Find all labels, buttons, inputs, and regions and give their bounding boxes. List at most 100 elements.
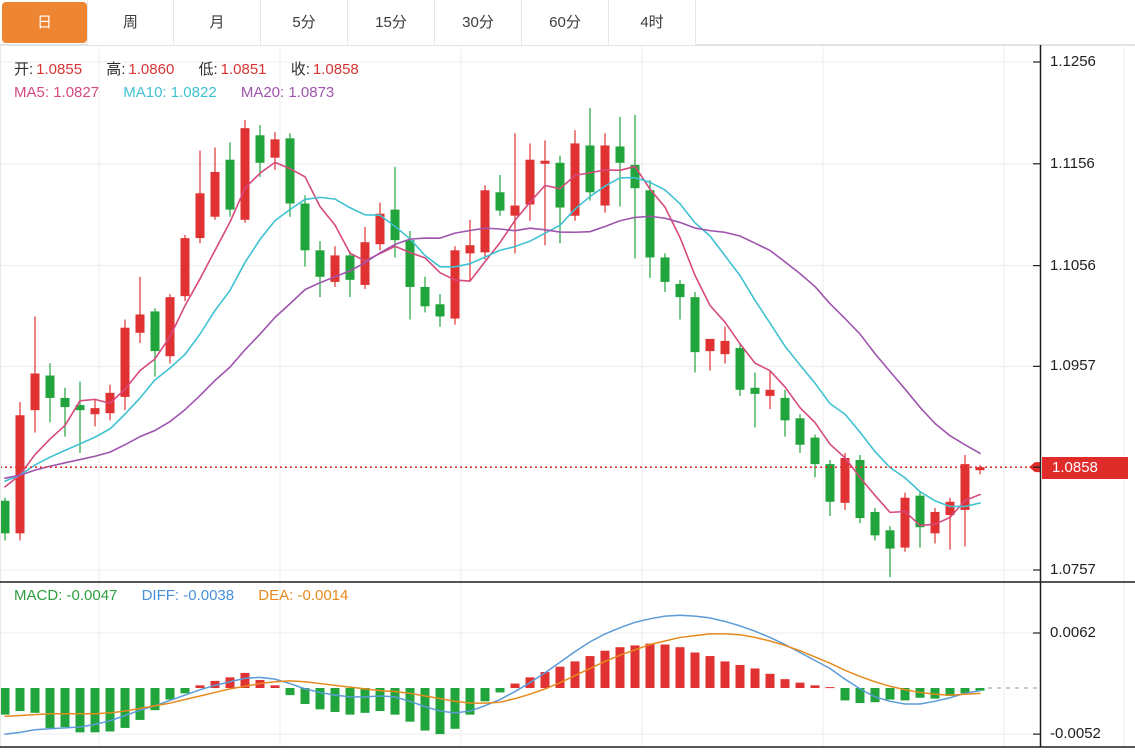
candle-body	[150, 311, 160, 352]
macd-axis-label: 0.0062	[1050, 623, 1096, 641]
macd-hist-bar	[960, 688, 970, 694]
candle-body	[435, 304, 445, 317]
ohlc-legend: 开: 1.0855 高: 1.0860 低: 1.0851 收: 1.0858	[14, 58, 379, 79]
candle-body	[570, 143, 580, 216]
macd-hist-bar	[705, 656, 715, 688]
candle-body	[525, 159, 535, 205]
macd-hist-bar	[105, 688, 115, 732]
macd-hist-bar	[75, 688, 85, 733]
candle-body	[540, 160, 550, 164]
close-readout: 收: 1.0858	[290, 61, 359, 78]
tab-day[interactable]: 日	[2, 2, 87, 43]
low-readout: 低: 1.0851	[198, 61, 267, 78]
macd-hist-bar	[555, 666, 565, 688]
candle-body	[945, 501, 955, 516]
macd-readout: MACD: -0.0047	[14, 587, 118, 604]
candle-body	[660, 257, 670, 282]
candle-body	[780, 397, 790, 421]
candle-body	[765, 389, 775, 396]
macd-hist-bar	[615, 647, 625, 688]
tab-15min[interactable]: 15分	[348, 0, 435, 45]
macd-hist-bar	[870, 688, 880, 703]
macd-hist-bar	[540, 672, 550, 688]
macd-hist-bar	[750, 668, 760, 688]
ma5-line	[4, 161, 981, 527]
candle-body	[795, 418, 805, 445]
candle-body	[315, 250, 325, 277]
candle-body	[195, 193, 205, 239]
macd-hist-bar	[45, 688, 55, 728]
macd-hist-bar	[570, 661, 580, 688]
macd-hist-bar	[285, 688, 295, 696]
tab-5min[interactable]: 5分	[261, 0, 348, 45]
candle-body	[480, 190, 490, 253]
macd-hist-bar	[795, 682, 805, 688]
candle-body	[330, 255, 340, 282]
candle-body	[840, 458, 850, 503]
candle-body	[735, 348, 745, 390]
macd-hist-bar	[735, 664, 745, 688]
macd-hist-bar	[315, 688, 325, 710]
candle-body	[210, 171, 220, 217]
price-axis-label: 1.1156	[1050, 154, 1095, 172]
macd-hist-bar	[195, 685, 205, 688]
candle-body	[0, 500, 10, 534]
macd-hist-bar	[945, 688, 955, 696]
macd-hist-bar	[345, 688, 355, 715]
macd-hist-bar	[90, 688, 100, 733]
macd-hist-bar	[165, 688, 175, 700]
high-readout: 高: 1.0860	[106, 61, 175, 78]
candle-body	[420, 286, 430, 307]
candle-body	[225, 159, 235, 210]
macd-hist-bar	[225, 677, 235, 688]
ma-legend: MA5: 1.0827 MA10: 1.0822 MA20: 1.0873	[14, 84, 354, 101]
price-axis-label: 1.0757	[1050, 560, 1096, 578]
candle-body	[855, 460, 865, 519]
price-axis-label: 1.1056	[1050, 256, 1096, 274]
macd-hist-bar	[765, 673, 775, 688]
macd-hist-bar	[300, 688, 310, 704]
candle-body	[615, 146, 625, 163]
candle-body	[885, 530, 895, 549]
macd-hist-bar	[930, 688, 940, 699]
macd-axis-label: -0.0052	[1050, 725, 1101, 743]
macd-legend: MACD: -0.0047 DIFF: -0.0038 DEA: -0.0014	[14, 587, 368, 604]
candle-body	[585, 145, 595, 193]
candle-body	[555, 162, 565, 208]
tab-month[interactable]: 月	[174, 0, 261, 45]
macd-hist-bar	[825, 687, 835, 689]
candle-body	[690, 297, 700, 353]
tab-4hour[interactable]: 4时	[609, 0, 696, 45]
candle-body	[810, 437, 820, 465]
macd-hist-bar	[450, 688, 460, 729]
candle-body	[825, 464, 835, 502]
candle-body	[450, 250, 460, 319]
macd-hist-bar	[675, 647, 685, 688]
candle-body	[45, 375, 55, 398]
candle-body	[705, 338, 715, 352]
candle-body	[900, 497, 910, 548]
candle-body	[285, 138, 295, 204]
candle-body	[90, 408, 100, 415]
candle-body	[630, 164, 640, 189]
macd-hist-bar	[660, 644, 670, 688]
candle-body	[975, 467, 985, 471]
candle-body	[300, 203, 310, 251]
macd-hist-bar	[330, 688, 340, 712]
candle-body	[720, 340, 730, 355]
tab-30min[interactable]: 30分	[435, 0, 522, 45]
macd-hist-bar	[585, 656, 595, 688]
candle-body	[375, 213, 385, 245]
candle-body	[345, 255, 355, 280]
candle-body	[510, 205, 520, 216]
candle-body	[75, 405, 85, 411]
tab-60min[interactable]: 60分	[522, 0, 609, 45]
candle-body	[495, 192, 505, 211]
tab-week[interactable]: 周	[87, 0, 174, 45]
candle-body	[600, 145, 610, 206]
candle-body	[870, 511, 880, 536]
candle-body	[180, 238, 190, 297]
macd-hist-bar	[135, 688, 145, 720]
dea-line	[4, 633, 981, 718]
